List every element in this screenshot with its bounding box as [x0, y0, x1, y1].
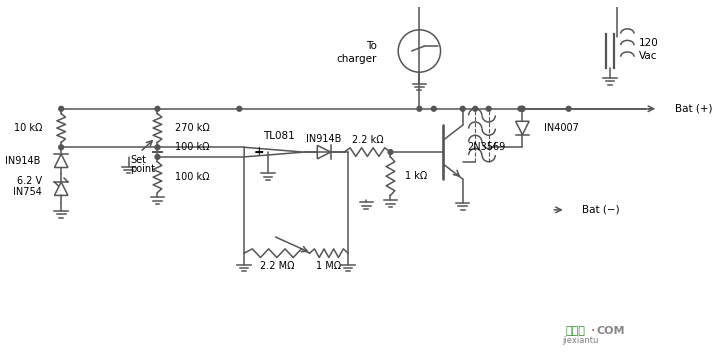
Circle shape	[520, 106, 525, 111]
Text: 2.2 MΩ: 2.2 MΩ	[260, 261, 294, 271]
Text: 接线图: 接线图	[566, 326, 586, 336]
Circle shape	[460, 106, 465, 111]
Circle shape	[155, 155, 160, 159]
Text: +: +	[253, 145, 264, 158]
Text: 10 kΩ: 10 kΩ	[14, 123, 42, 133]
Text: TL081: TL081	[263, 131, 294, 141]
Text: charger: charger	[337, 54, 377, 64]
Text: IN914B: IN914B	[307, 134, 342, 144]
Text: IN914B: IN914B	[4, 156, 40, 166]
Text: −: −	[253, 147, 264, 160]
Text: point: point	[131, 164, 156, 174]
Circle shape	[388, 150, 393, 155]
Text: Set: Set	[131, 155, 146, 165]
Circle shape	[155, 145, 160, 150]
Text: IN754: IN754	[13, 187, 42, 197]
Circle shape	[59, 145, 64, 150]
Circle shape	[59, 106, 64, 111]
Circle shape	[155, 106, 160, 111]
Text: Bat (−): Bat (−)	[582, 205, 620, 215]
Text: 270 kΩ: 270 kΩ	[174, 123, 210, 133]
Text: COM: COM	[597, 326, 625, 336]
Text: 6.2 V: 6.2 V	[17, 176, 42, 186]
Text: 100 kΩ: 100 kΩ	[174, 142, 209, 152]
Circle shape	[237, 106, 242, 111]
Circle shape	[520, 106, 525, 111]
Circle shape	[432, 106, 437, 111]
Text: 1 MΩ: 1 MΩ	[317, 261, 342, 271]
Text: jiexiantu: jiexiantu	[562, 336, 598, 345]
Text: 120: 120	[639, 38, 658, 48]
Text: 1 kΩ: 1 kΩ	[405, 171, 427, 181]
Text: 100 kΩ: 100 kΩ	[174, 172, 209, 182]
Circle shape	[567, 106, 571, 111]
Text: Vac: Vac	[639, 51, 658, 61]
Text: ·: ·	[591, 324, 595, 338]
Circle shape	[473, 106, 477, 111]
Circle shape	[486, 106, 491, 111]
Text: To: To	[366, 41, 377, 51]
Text: 2.2 kΩ: 2.2 kΩ	[352, 135, 383, 144]
Text: 2N3569: 2N3569	[467, 142, 505, 152]
Circle shape	[417, 106, 421, 111]
Text: IN4007: IN4007	[544, 123, 579, 133]
Text: Bat (+): Bat (+)	[674, 104, 712, 114]
Circle shape	[518, 106, 523, 111]
